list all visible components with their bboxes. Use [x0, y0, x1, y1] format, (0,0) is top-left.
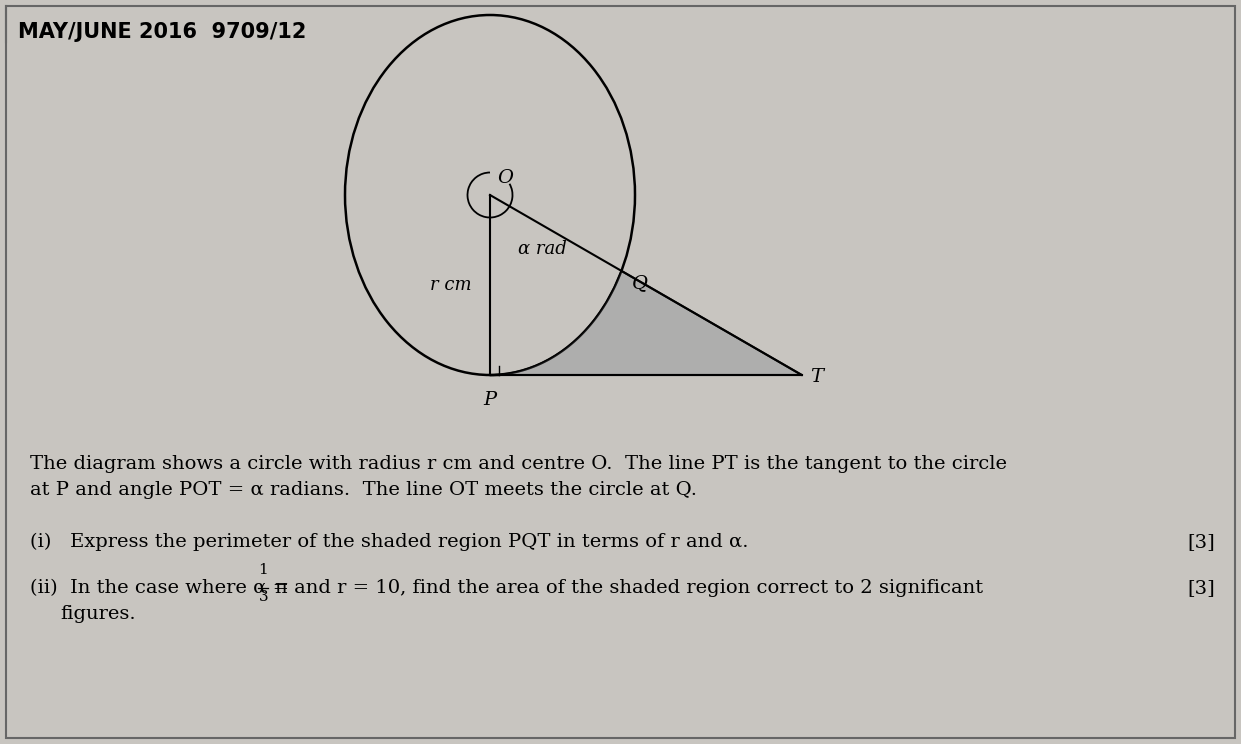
- Text: The diagram shows a circle with radius r cm and centre O.  The line PT is the ta: The diagram shows a circle with radius r…: [30, 455, 1006, 473]
- Text: (ii)  In the case where α =: (ii) In the case where α =: [30, 579, 295, 597]
- Text: MAY/JUNE 2016  9709/12: MAY/JUNE 2016 9709/12: [19, 22, 307, 42]
- Text: T: T: [810, 368, 823, 386]
- Text: at P and angle POT = α radians.  The line OT meets the circle at Q.: at P and angle POT = α radians. The line…: [30, 481, 697, 499]
- Text: P: P: [484, 391, 496, 409]
- Text: 3: 3: [258, 590, 268, 604]
- Text: O: O: [496, 169, 513, 187]
- Text: π and r = 10, find the area of the shaded region correct to 2 significant: π and r = 10, find the area of the shade…: [276, 579, 983, 597]
- Text: 1: 1: [258, 563, 268, 577]
- Text: [3]: [3]: [1188, 579, 1215, 597]
- Text: α rad: α rad: [517, 240, 567, 258]
- Polygon shape: [490, 271, 802, 375]
- Text: Q: Q: [632, 274, 648, 292]
- Text: figures.: figures.: [60, 605, 135, 623]
- Text: [3]: [3]: [1188, 533, 1215, 551]
- Text: r cm: r cm: [431, 276, 472, 294]
- Text: (i)   Express the perimeter of the shaded region PQT in terms of r and α.: (i) Express the perimeter of the shaded …: [30, 533, 748, 551]
